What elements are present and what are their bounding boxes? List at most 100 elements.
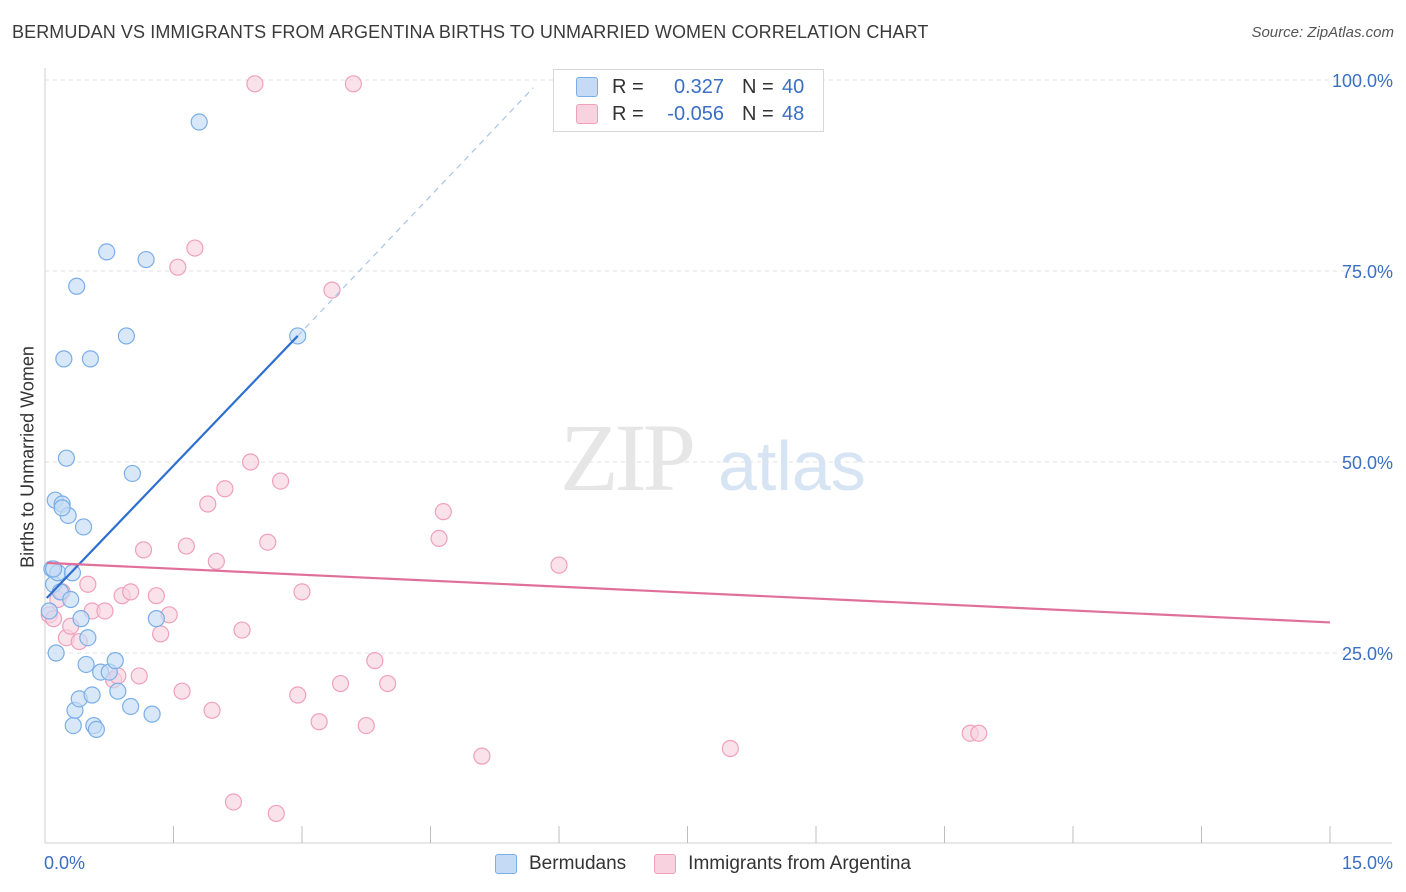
argentina-point — [331, 674, 350, 693]
bermudan-point — [72, 610, 90, 628]
chart-title: BERMUDAN VS IMMIGRANTS FROM ARGENTINA BI… — [12, 22, 929, 42]
bermudan-point — [64, 716, 82, 735]
n-value: 40 — [782, 75, 805, 98]
x-tick-label-min: 0.0% — [44, 853, 85, 873]
tick-labels: 25.0% 50.0% 75.0% 100.0% 0.0% 15.0% — [44, 71, 1393, 873]
argentina-point — [79, 575, 97, 593]
argentina-point — [233, 621, 251, 639]
stats-legend: R = 0.327 N = 40 R = -0.056 N = 48 — [553, 69, 824, 132]
argentina-point — [259, 533, 277, 551]
argentina-legend-swatch — [654, 854, 677, 874]
argentina-trend-line — [46, 561, 1331, 624]
bermudan-point — [53, 499, 71, 517]
argentina-point — [970, 724, 988, 742]
n-label: N = — [742, 75, 774, 98]
y-tick-label: 100.0% — [1332, 71, 1393, 91]
bermudan-point — [62, 590, 80, 609]
argentina-point — [721, 739, 739, 758]
r-label: R = — [612, 75, 644, 98]
series-legend: Bermudans Immigrants from Argentina — [0, 852, 1406, 876]
argentina-point — [96, 602, 114, 620]
argentina-point — [357, 716, 375, 735]
bermudan-point — [44, 560, 63, 578]
legend-label-argentina: Immigrants from Argentina — [688, 853, 911, 874]
bermudan-point — [109, 682, 127, 700]
r-value: 0.327 — [673, 75, 724, 98]
argentina-point — [216, 480, 234, 498]
bermudan-point — [122, 697, 140, 716]
n-value: 48 — [782, 102, 805, 125]
bermudan-point — [123, 464, 141, 483]
trend-lines — [45, 87, 1331, 624]
source-label: Source: ZipAtlas.com — [1251, 24, 1394, 41]
bermudan-point — [137, 250, 155, 269]
argentina-point — [379, 674, 397, 693]
bermudan-point — [117, 327, 135, 345]
x-tick-label-max: 15.0% — [1342, 853, 1393, 873]
legend-label-bermudans: Bermudans — [529, 853, 627, 874]
legend-row-bermudans: R = 0.327 N = 40 — [576, 74, 804, 100]
argentina-point — [130, 667, 148, 685]
argentina-point — [550, 556, 568, 574]
argentina-point — [267, 804, 285, 823]
watermark-atlas: atlas — [718, 427, 866, 505]
argentina-point — [473, 747, 491, 765]
y-tick-label: 75.0% — [1342, 262, 1393, 282]
argentina-point — [366, 652, 384, 670]
bermudan-point — [55, 350, 73, 368]
argentina-point — [293, 583, 311, 601]
argentina-point — [134, 541, 153, 559]
argentina-point — [147, 587, 165, 605]
argentina-swatch — [576, 104, 598, 124]
argentina-point — [173, 682, 191, 700]
legend-item-argentina[interactable]: Immigrants from Argentina — [654, 853, 911, 875]
grid-lines — [45, 79, 1392, 654]
n-label: N = — [742, 102, 774, 125]
bermudans-swatch — [576, 77, 598, 97]
legend-row-argentina: R = -0.056 N = 48 — [576, 101, 804, 127]
bermudan-point — [68, 277, 86, 295]
argentina-point — [122, 583, 140, 601]
argentina-point — [152, 625, 170, 643]
argentina-point — [199, 495, 217, 513]
argentina-point — [323, 281, 341, 299]
r-label: R = — [612, 102, 644, 125]
bermudan-point — [40, 602, 58, 620]
bermudan-point — [147, 610, 165, 628]
argentina-point — [434, 503, 452, 521]
bermudan-point — [190, 113, 208, 131]
bermudan-point — [143, 705, 161, 723]
bermudan-point — [77, 655, 95, 674]
bermudan-point — [98, 243, 116, 261]
argentina-point — [169, 258, 187, 276]
bermudan-trend-extension — [297, 87, 534, 337]
argentina-point — [289, 686, 307, 704]
bermudan-point — [106, 652, 124, 670]
bermudan-points — [40, 113, 307, 739]
bermudans-legend-swatch — [495, 854, 517, 874]
y-tick-label: 25.0% — [1342, 644, 1393, 664]
argentina-point — [203, 701, 221, 719]
bermudan-point — [83, 686, 101, 704]
argentina-point — [246, 75, 264, 93]
argentina-point — [242, 453, 260, 471]
bermudan-trend-line — [45, 335, 299, 599]
bermudan-point — [57, 449, 76, 467]
argentina-point — [344, 75, 362, 93]
r-value: -0.056 — [667, 102, 724, 125]
argentina-point — [186, 239, 204, 257]
y-tick-label: 50.0% — [1342, 453, 1393, 473]
bermudan-point — [47, 644, 65, 662]
argentina-point — [207, 552, 225, 570]
bermudan-point — [81, 350, 100, 368]
argentina-point — [271, 472, 290, 490]
watermark-zip: ZIP — [560, 404, 693, 511]
argentina-point — [310, 713, 328, 731]
argentina-point — [177, 537, 195, 555]
axes — [44, 68, 1392, 844]
bermudan-point — [79, 629, 97, 647]
bermudan-point — [87, 720, 106, 739]
argentina-point — [224, 793, 243, 811]
legend-item-bermudans[interactable]: Bermudans — [495, 853, 626, 875]
